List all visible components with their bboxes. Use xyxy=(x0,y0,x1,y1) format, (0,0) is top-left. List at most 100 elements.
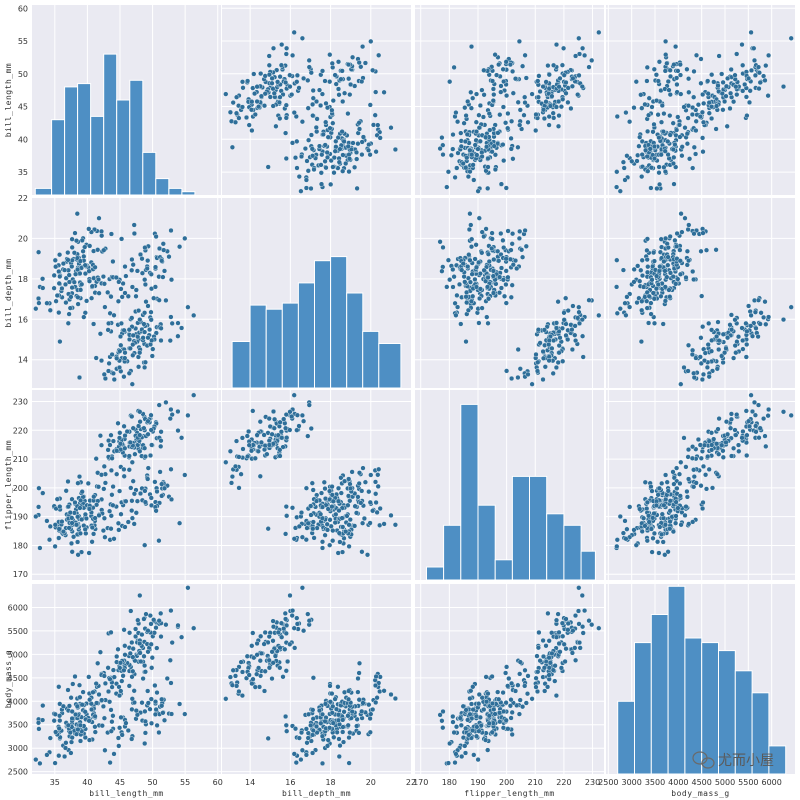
scatter-point xyxy=(689,455,696,461)
scatter-point xyxy=(563,616,569,622)
scatter-point xyxy=(753,429,759,435)
scatter-point xyxy=(252,111,258,118)
panel-bill_length_mm-vs-bill_length_mm xyxy=(32,5,221,196)
scatter-point xyxy=(521,112,527,118)
scatter-point xyxy=(310,675,317,681)
scatter-point xyxy=(287,641,293,647)
panel-flipper_length_mm-vs-body_mass_g xyxy=(606,390,795,580)
scatter-point xyxy=(552,678,558,684)
x-tick-label: 170 xyxy=(413,778,428,787)
scatter-point xyxy=(254,671,260,677)
scatter-point xyxy=(740,428,746,435)
scatter-point xyxy=(533,351,539,358)
scatter-point xyxy=(66,279,73,285)
scatter-point xyxy=(447,740,453,747)
scatter-point xyxy=(629,158,635,164)
scatter-point xyxy=(122,524,128,530)
scatter-point xyxy=(36,726,42,732)
scatter-point xyxy=(563,79,569,86)
scatter-point xyxy=(117,430,123,436)
scatter-point xyxy=(697,354,703,360)
scatter-point xyxy=(149,655,155,661)
scatter-point xyxy=(95,276,102,283)
y-tick-label: 35 xyxy=(18,168,28,177)
scatter-point xyxy=(73,522,80,528)
scatter-point xyxy=(322,486,328,492)
x-axis-label: flipper_length_mm xyxy=(464,789,554,798)
scatter-point xyxy=(126,467,132,473)
scatter-point xyxy=(283,630,289,637)
scatter-point xyxy=(476,112,482,118)
scatter-point xyxy=(117,348,123,354)
scatter-point xyxy=(367,102,373,108)
scatter-point xyxy=(500,104,507,110)
scatter-point xyxy=(261,641,267,647)
scatter-point xyxy=(56,280,62,287)
scatter-point xyxy=(35,249,42,255)
scatter-point xyxy=(642,523,648,529)
scatter-point xyxy=(287,427,293,433)
scatter-point xyxy=(653,97,660,104)
scatter-point xyxy=(475,756,481,763)
scatter-point xyxy=(463,707,469,713)
scatter-point xyxy=(505,228,511,234)
scatter-point xyxy=(635,152,641,158)
scatter-point xyxy=(352,503,358,509)
scatter-point xyxy=(298,756,304,763)
scatter-point xyxy=(141,653,147,659)
scatter-point xyxy=(142,359,149,365)
scatter-point xyxy=(346,156,353,162)
scatter-point xyxy=(118,688,124,694)
scatter-point xyxy=(699,109,706,115)
scatter-point xyxy=(156,538,162,544)
scatter-point xyxy=(509,680,515,687)
scatter-point xyxy=(374,695,380,701)
scatter-point xyxy=(481,92,487,98)
scatter-point xyxy=(131,222,137,228)
scatter-point xyxy=(367,499,373,506)
scatter-point xyxy=(100,527,107,534)
scatter-point xyxy=(468,701,475,707)
scatter-point xyxy=(118,511,124,517)
scatter-point xyxy=(137,350,143,356)
scatter-point xyxy=(534,688,541,695)
scatter-point xyxy=(464,131,470,138)
scatter-point xyxy=(233,110,240,116)
scatter-point xyxy=(663,52,669,58)
scatter-point xyxy=(269,649,275,655)
scatter-point xyxy=(100,703,107,710)
scatter-point xyxy=(270,45,277,51)
x-tick-label: 5000 xyxy=(715,778,735,787)
scatter-point xyxy=(620,267,627,273)
scatter-point xyxy=(651,155,658,162)
scatter-point xyxy=(316,143,323,149)
y-tick-label: 6000 xyxy=(8,603,28,612)
scatter-point xyxy=(250,408,256,414)
scatter-point xyxy=(53,298,59,304)
panel-bill_length_mm-vs-flipper_length_mm xyxy=(415,5,604,195)
scatter-point xyxy=(246,428,252,435)
scatter-point xyxy=(646,95,652,101)
scatter-point xyxy=(700,230,706,236)
scatter-point xyxy=(257,419,263,425)
scatter-point xyxy=(59,518,65,525)
scatter-point xyxy=(270,408,277,415)
scatter-point xyxy=(451,729,457,736)
scatter-point xyxy=(649,549,655,555)
scatter-point xyxy=(296,85,302,91)
scatter-point xyxy=(683,504,689,510)
scatter-point xyxy=(755,297,762,303)
scatter-point xyxy=(269,675,275,682)
scatter-point xyxy=(515,144,521,150)
scatter-point xyxy=(699,135,706,141)
scatter-point xyxy=(158,429,164,435)
scatter-point xyxy=(91,494,97,500)
scatter-point xyxy=(676,471,683,477)
scatter-point xyxy=(360,134,367,140)
scatter-point xyxy=(713,247,719,253)
scatter-point xyxy=(185,412,191,419)
scatter-point xyxy=(355,675,361,682)
scatter-point xyxy=(458,130,464,136)
scatter-point xyxy=(475,146,481,152)
scatter-point xyxy=(473,733,480,739)
